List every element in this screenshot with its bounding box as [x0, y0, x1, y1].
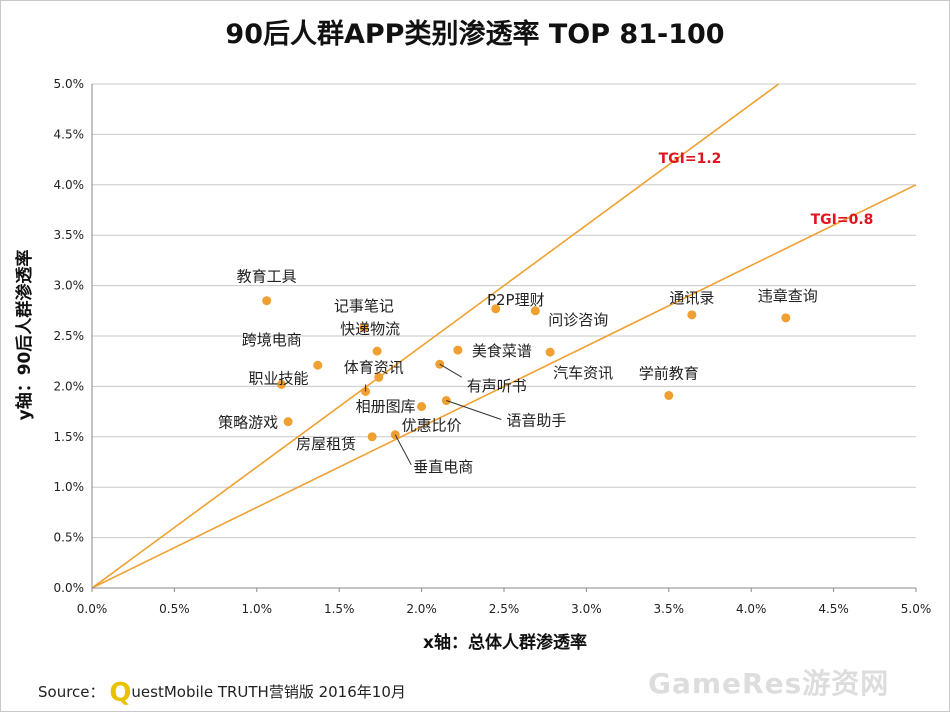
data-points	[262, 296, 791, 442]
point-label: 房屋租赁	[296, 435, 356, 453]
data-point	[664, 390, 674, 400]
y-tick-label: 3.0%	[54, 279, 85, 293]
leader-line	[439, 363, 462, 378]
data-point	[367, 432, 377, 442]
y-tick-label: 4.0%	[54, 178, 85, 192]
x-tick-label: 4.5%	[818, 602, 849, 616]
point-label: 记事笔记	[334, 297, 394, 315]
y-tick-label: 1.5%	[54, 430, 85, 444]
data-point	[359, 323, 369, 333]
data-point	[277, 379, 287, 389]
x-tick-label: 5.0%	[901, 602, 932, 616]
x-tick-label: 4.0%	[736, 602, 767, 616]
point-label: 教育工具	[237, 268, 297, 286]
point-label: 美食菜谱	[472, 342, 532, 360]
x-tick-label: 2.0%	[406, 602, 437, 616]
point-label: 汽车资讯	[553, 364, 613, 382]
point-label: 违章查询	[758, 287, 818, 305]
y-axis-title: y轴：90后人群渗透率	[14, 250, 35, 421]
watermark: GameRes游资网	[648, 667, 890, 700]
data-point	[687, 310, 697, 320]
tgi-label: TGI=1.2	[659, 151, 722, 167]
x-axis-title: x轴：总体人群渗透率	[423, 632, 587, 653]
data-point	[283, 417, 293, 427]
data-point	[545, 347, 555, 357]
axes: 0.0% 0.5% 1.0% 1.5% 2.0% 2.5% 3.0% 3.5% 4.0% 4.5%…	[54, 77, 932, 616]
data-point	[262, 296, 272, 306]
gridlines	[92, 83, 916, 539]
y-tick-label: 3.5%	[54, 228, 85, 242]
tgi-reference-line	[91, 184, 917, 589]
y-tick-label: 4.5%	[54, 127, 85, 141]
x-tick-label: 1.5%	[324, 602, 355, 616]
x-tick-label: 0.5%	[159, 602, 190, 616]
leader-line	[446, 400, 502, 420]
x-tick-label: 3.5%	[654, 602, 685, 616]
data-point	[453, 345, 463, 355]
point-label: 优惠比价	[402, 417, 462, 435]
x-tick-label: 2.5%	[489, 602, 520, 616]
y-tick-label: 1.0%	[54, 480, 85, 494]
point-label: 快递物流	[340, 320, 400, 338]
questmobile-logo-letter: Q	[109, 678, 132, 708]
tgi-reference-line	[91, 83, 780, 589]
point-label: 体育资讯	[344, 358, 404, 376]
point-label: 学前教育	[639, 364, 699, 382]
y-tick-label: 0.5%	[54, 531, 85, 545]
point-label: 相册图库	[356, 397, 416, 415]
chart-title: 90后人群APP类别渗透率 TOP 81-100	[225, 19, 725, 50]
data-point	[781, 313, 791, 323]
source-prefix: Source：	[38, 683, 105, 701]
tgi-label: TGI=0.8	[811, 212, 874, 228]
point-label: 语音助手	[506, 412, 566, 430]
y-tick-label: 2.5%	[54, 329, 85, 343]
point-label: 策略游戏	[218, 414, 278, 432]
point-label: 跨境电商	[242, 331, 302, 349]
y-tick-label: 0.0%	[54, 581, 85, 595]
point-label: 通讯录	[669, 289, 714, 307]
data-point	[372, 346, 382, 356]
reference-lines: TGI=1.2 TGI=0.8	[91, 83, 917, 589]
data-point	[417, 402, 427, 412]
source-text: uestMobile TRUTH营销版 2016年10月	[131, 683, 406, 701]
data-point	[374, 372, 384, 382]
point-label: 有声听书	[467, 377, 527, 395]
source-note: Source： QuestMobile TRUTH营销版 2016年10月	[38, 678, 406, 708]
x-tick-label: 1.0%	[242, 602, 273, 616]
y-tick-label: 5.0%	[54, 77, 85, 91]
point-label: 垂直电商	[413, 458, 473, 476]
leader-line	[394, 434, 412, 466]
x-tick-label: 0.0%	[77, 602, 108, 616]
point-label: P2P理财	[487, 291, 545, 309]
data-point	[491, 304, 501, 314]
data-point	[530, 306, 540, 316]
point-label: 问诊咨询	[548, 311, 608, 329]
y-tick-label: 2.0%	[54, 379, 85, 393]
x-tick-label: 3.0%	[571, 602, 602, 616]
data-point	[313, 360, 323, 370]
point-label: 职业技能	[249, 369, 309, 387]
